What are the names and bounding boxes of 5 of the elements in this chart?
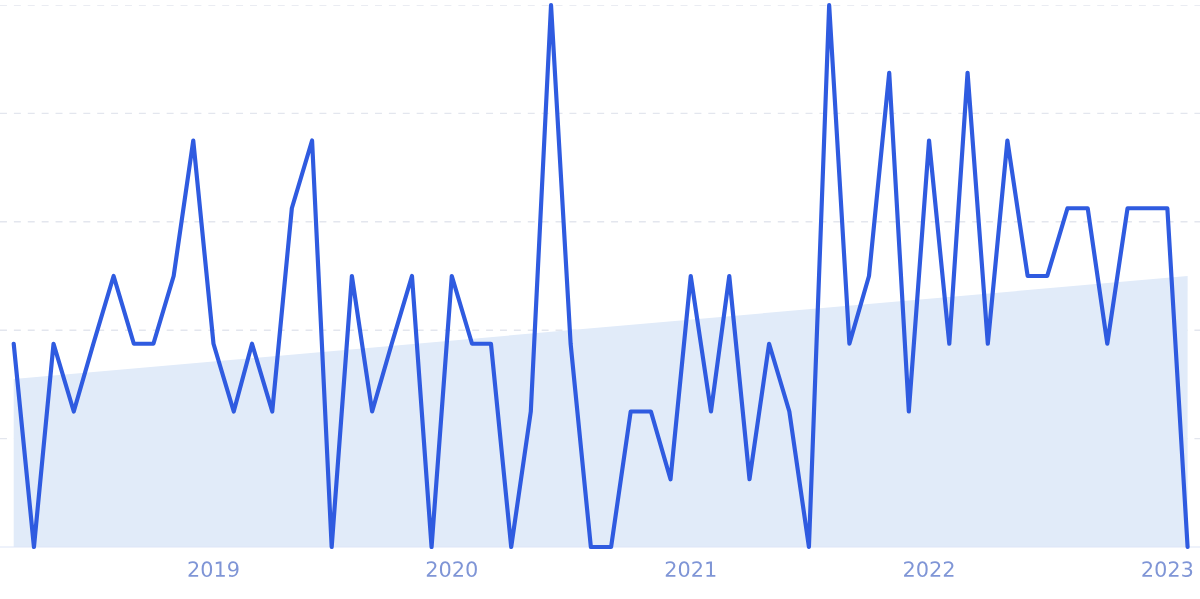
x-tick-label: 2021 (665, 561, 716, 578)
x-tick-label: 2019 (188, 561, 239, 578)
x-tick-label: 2023 (1142, 561, 1193, 578)
x-tick-label: 2022 (904, 561, 954, 578)
x-tick-label: 2020 (426, 561, 477, 578)
